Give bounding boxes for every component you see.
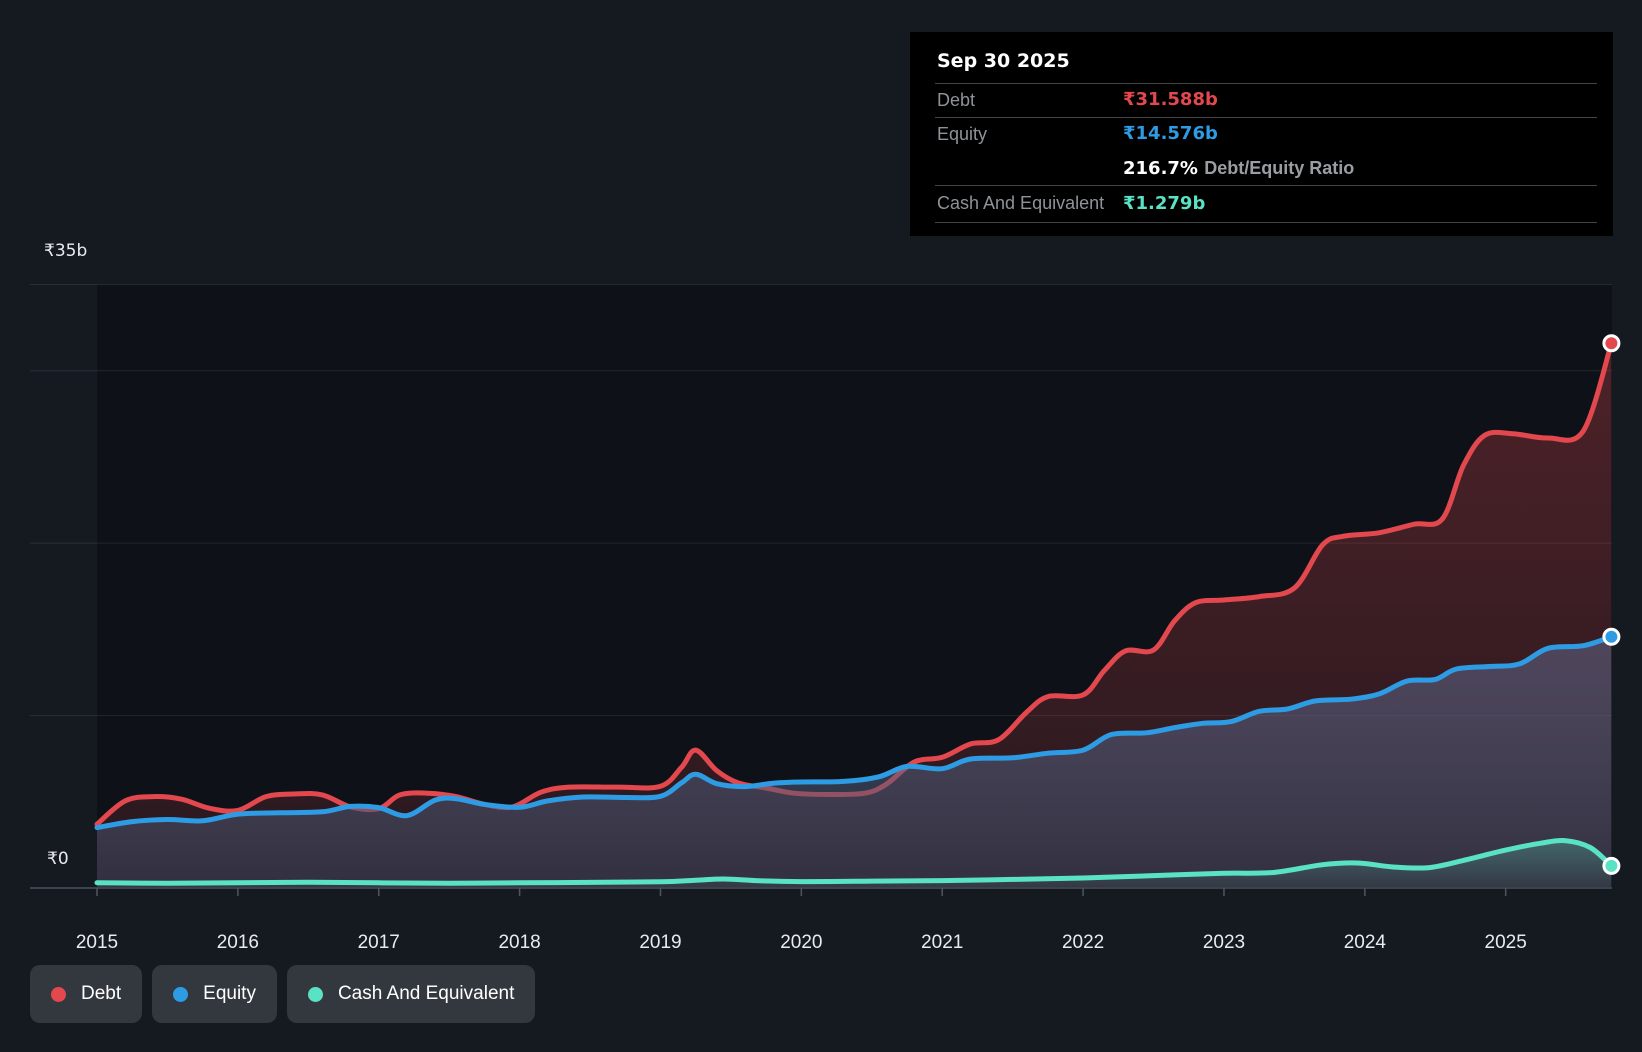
tooltip-ratio-value: 216.7% [1123,158,1198,179]
debt-series-dot-icon [51,986,66,1002]
tooltip-equity-value: ₹14.576b [1123,123,1218,144]
tooltip-debt-value: ₹31.588b [1123,89,1218,110]
tooltip-divider [935,185,1597,186]
x-axis-label: 2016 [216,932,259,953]
equity-series-dot-icon [173,986,189,1002]
x-axis-label: 2019 [639,932,682,953]
equity-line[interactable] [94,634,1614,831]
x-axis-label: 2017 [357,932,400,953]
tooltip-divider [935,222,1597,223]
y-axis-max-label: ₹35b [44,241,88,261]
tooltip: Sep 30 2025 Debt ₹31.588b Equity ₹14.576… [910,32,1613,236]
x-axis-label: 2020 [780,932,823,953]
cash-series-dot-icon [307,986,323,1002]
tooltip-divider [935,83,1597,84]
legend-item-equity[interactable]: Equity [152,965,277,1023]
cash-area [97,840,1612,888]
tooltip-divider [935,117,1597,118]
y-axis-zero-label: ₹0 [47,849,69,869]
tooltip-cash-label: Cash And Equivalent [937,193,1105,213]
legend-item-debt[interactable]: Debt [30,965,143,1023]
tooltip-cash-value: ₹1.279b [1123,193,1206,214]
legend-item-cash[interactable]: Cash And Equivalent [286,965,536,1023]
tooltip-date: Sep 30 2025 [937,50,1070,72]
legend-label: Cash And Equivalent [337,983,515,1004]
x-axis-label: 2023 [1202,932,1246,953]
x-axis-label: 2024 [1343,932,1386,953]
cash-and-equivalent-endpoint-marker[interactable] [1602,856,1621,875]
cash-line[interactable] [94,837,1614,886]
legend-label: Debt [81,983,122,1004]
x-axis-label: 2015 [75,932,119,953]
x-axis-label: 2018 [498,932,541,953]
legend: Debt Equity Cash And Equivalent [30,965,536,1023]
tooltip-equity-label: Equity [937,124,988,144]
equity-area [97,636,1612,888]
x-axis-label: 2025 [1484,932,1527,953]
tooltip-ratio-label: Debt/Equity Ratio [1204,158,1355,178]
debt-endpoint-marker[interactable] [1602,334,1621,353]
legend-label: Equity [203,983,256,1004]
tooltip-ratio: 216.7% Debt/Equity Ratio [1123,151,1354,186]
x-axis-label: 2021 [921,932,964,953]
tooltip-debt-label: Debt [937,90,976,110]
equity-endpoint-marker[interactable] [1602,627,1621,646]
x-axis-label: 2022 [1061,932,1105,953]
